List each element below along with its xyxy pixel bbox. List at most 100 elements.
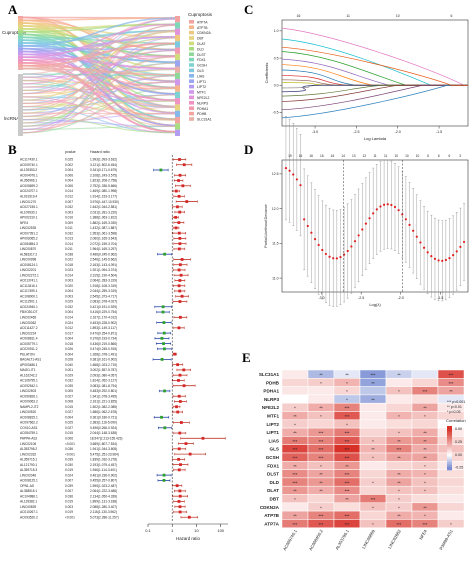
sankey-node-left bbox=[18, 64, 23, 68]
heatmap-sig-mark: *** bbox=[319, 447, 324, 452]
forest-row-hr: 1.839(1.032-3.278) bbox=[90, 458, 117, 462]
lasso-path bbox=[281, 79, 468, 86]
sankey-node-right bbox=[175, 41, 180, 48]
heatmap-sig-mark: *** bbox=[423, 389, 428, 394]
forest-row-hr: 0.361(0.180-0.721) bbox=[90, 415, 117, 419]
forest-row-hr: 0.455(0.257-0.807) bbox=[90, 479, 117, 483]
forest-row-pvalue: 0.003 bbox=[65, 279, 73, 283]
forest-point bbox=[175, 484, 179, 488]
cv-point bbox=[452, 254, 455, 257]
forest-row-label: AC005699.2 bbox=[20, 184, 38, 188]
cv-top-tick-label: 10 bbox=[416, 154, 420, 158]
forest-row-pvalue: 0.004 bbox=[65, 179, 73, 183]
forest-row-label: LINC00062 bbox=[20, 321, 36, 325]
heatmap-sig-mark: *** bbox=[345, 455, 350, 460]
forest-point bbox=[177, 379, 180, 382]
cv-x-label: Log(λ) bbox=[369, 302, 381, 307]
heatmap-sig-mark: *** bbox=[319, 514, 324, 519]
forest-row-pvalue: 0.027 bbox=[65, 394, 73, 398]
cv-frame bbox=[281, 159, 469, 293]
forest-row-label: AL162242.2 bbox=[20, 373, 37, 377]
cv-point bbox=[419, 241, 422, 244]
heatmap-sig-mark: ** bbox=[293, 514, 297, 519]
forest-row-pvalue: 0.032 bbox=[65, 305, 73, 309]
colorbar-segment bbox=[447, 444, 452, 447]
cv-point bbox=[303, 218, 306, 221]
cv-point bbox=[415, 235, 418, 238]
sankey-node-right bbox=[175, 117, 180, 124]
heatmap-sig-legend: * p<0.05 bbox=[447, 410, 461, 414]
heatmap-sig-mark: ** bbox=[293, 464, 297, 469]
lasso-x-tick-label: -2.0 bbox=[395, 130, 401, 134]
forest-point bbox=[173, 352, 177, 356]
heatmap-sig-mark: ** bbox=[449, 389, 453, 394]
sankey-node-right bbox=[175, 47, 180, 54]
heatmap-sig-mark: * bbox=[372, 522, 374, 527]
heatmap-sig-mark: *** bbox=[345, 480, 350, 485]
forest-point bbox=[177, 179, 180, 182]
heatmap-col-label: NFE4 bbox=[418, 528, 428, 540]
heatmap-cell bbox=[385, 461, 413, 470]
forest-point bbox=[178, 489, 182, 493]
forest-row-label: AC093520.2 bbox=[20, 515, 38, 519]
forest-point bbox=[160, 357, 164, 361]
forest-point bbox=[177, 221, 181, 225]
forest-row-label: AL359715.1 bbox=[20, 458, 37, 462]
heatmap-sig-mark: ** bbox=[319, 472, 323, 477]
lasso-x-tick-label: -3.0 bbox=[312, 130, 318, 134]
forest-row-label: LINC02224 bbox=[20, 331, 36, 335]
forest-row-label: MAGI1-IT1 bbox=[20, 368, 36, 372]
colorbar-segment bbox=[447, 438, 452, 440]
heatmap-sig-mark: ** bbox=[345, 372, 349, 377]
heatmap-sig-mark: ** bbox=[319, 372, 323, 377]
lasso-x-tick-label: -1.5 bbox=[436, 130, 442, 134]
forest-row-hr: 0.436(0.219-0.866) bbox=[90, 342, 117, 346]
heatmap-sig-mark: ** bbox=[319, 480, 323, 485]
forest-row-hr: 2.064(1.222-3.486) bbox=[90, 489, 117, 493]
forest-point bbox=[176, 363, 180, 367]
forest-row-pvalue: 0.020 bbox=[65, 284, 73, 288]
panel-letter-c: C bbox=[244, 2, 254, 17]
forest-row-pvalue: 0.006 bbox=[65, 184, 73, 188]
forest-row-pvalue: 0.001 bbox=[65, 368, 73, 372]
sankey-flow bbox=[22, 29, 176, 44]
sankey-node-right bbox=[175, 72, 180, 80]
heatmap-sig-mark: *** bbox=[345, 406, 350, 411]
colorbar-segment bbox=[447, 440, 452, 442]
colorbar-segment bbox=[447, 468, 452, 471]
heatmap-cell bbox=[333, 502, 361, 512]
forest-row-label: BAGALT1-AS1 bbox=[20, 358, 41, 362]
forest-row-label: AC011427.2 bbox=[20, 326, 38, 330]
forest-row-pvalue: 0.011 bbox=[65, 226, 73, 230]
heatmap-sig-mark: * bbox=[424, 480, 426, 485]
forest-row-pvalue: 0.003 bbox=[65, 505, 73, 509]
forest-row-hr: 2.545(1.373-4.717) bbox=[90, 294, 117, 298]
heatmap-cell bbox=[307, 394, 335, 404]
forest-row-label: AC092542.1 bbox=[20, 384, 38, 388]
forest-row-hr: 1.899(1.131-3.188) bbox=[90, 500, 117, 504]
heatmap-sig-mark: * bbox=[294, 406, 296, 411]
forest-row-pvalue: 0.007 bbox=[65, 489, 73, 493]
forest-point bbox=[178, 263, 182, 267]
sankey-flow bbox=[22, 64, 176, 120]
lasso-x-label: Log Lambda bbox=[364, 136, 387, 141]
cv-point bbox=[422, 246, 426, 249]
sankey-node-left bbox=[18, 33, 23, 36]
lasso-path bbox=[281, 84, 468, 93]
forest-point bbox=[162, 342, 165, 346]
forest-row-hr: 2.093(1.080-4.057) bbox=[90, 373, 117, 377]
forest-row-label: AL358515.1 bbox=[20, 489, 37, 493]
forest-point bbox=[178, 300, 182, 303]
forest-row-label: AC027155.1 bbox=[20, 205, 38, 209]
forest-row-label: AC024940.1 bbox=[20, 305, 38, 309]
forest-row-label: LINC02332 bbox=[20, 452, 36, 456]
lasso-path bbox=[281, 46, 468, 86]
heatmap-sig-mark: ** bbox=[319, 489, 323, 494]
colorbar-segment bbox=[447, 448, 452, 450]
forest-row-pvalue: 0.040 bbox=[65, 363, 73, 367]
forest-row-hr: 1.642(1.044-2.581) bbox=[90, 205, 117, 209]
sankey-flow bbox=[22, 17, 176, 47]
colorbar-tick-label: 0.50 bbox=[455, 427, 462, 431]
forest-row-pvalue: <0.001 bbox=[65, 515, 75, 519]
sankey-flow bbox=[22, 36, 176, 56]
